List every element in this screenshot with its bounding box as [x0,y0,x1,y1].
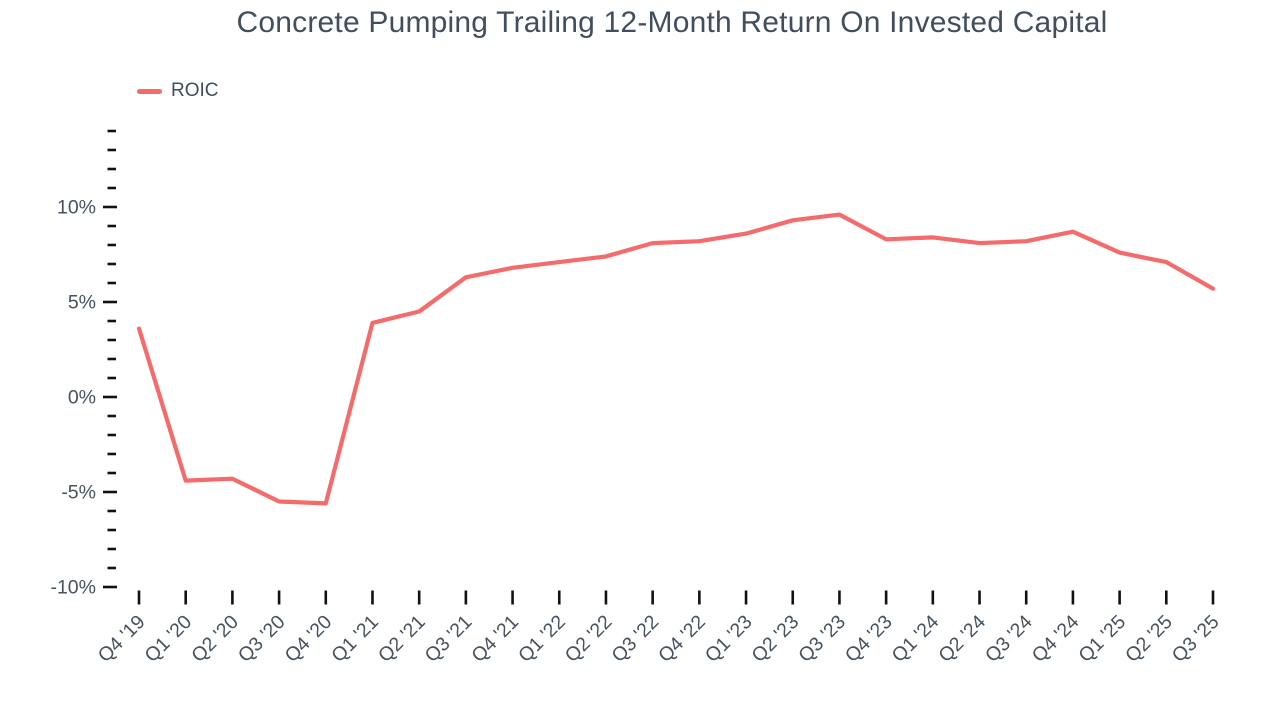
roic-line-series [136,212,1216,506]
x-axis-label: Q1 '25 [1074,611,1130,667]
x-axis-label: Q4 '23 [841,611,897,667]
y-axis-label: 10% [57,197,96,219]
x-axis-label: Q1 '23 [701,611,757,667]
x-axis-label: Q4 '20 [281,611,337,667]
y-axis-label: -10% [50,577,96,599]
chart-title: Concrete Pumping Trailing 12-Month Retur… [236,6,1108,39]
x-axis-label: Q2 '23 [748,611,804,667]
x-axis-label: Q3 '24 [981,611,1037,667]
legend: ROIC [137,80,219,102]
x-axis-label: Q2 '24 [934,611,990,667]
x-axis-label: Q4 '19 [94,611,150,667]
x-axis-label: Q4 '21 [467,611,523,667]
legend-label: ROIC [171,80,219,101]
x-axis-label: Q2 '25 [1121,611,1177,667]
y-axis-label: -5% [61,482,96,504]
x-axis-label: Q4 '24 [1028,611,1084,667]
x-axis-label: Q2 '21 [374,611,430,667]
y-axis-label: 5% [68,292,96,314]
x-axis-label: Q3 '23 [794,611,850,667]
x-axis-label: Q1 '24 [888,611,944,667]
x-axis-label: Q2 '20 [187,611,243,667]
legend-item-roic[interactable]: ROIC [137,80,219,102]
legend-line-swatch-icon [137,88,162,94]
x-axis-label: Q3 '25 [1168,611,1224,667]
x-axis-label: Q1 '22 [514,611,570,667]
x-axis-label: Q1 '21 [327,611,383,667]
x-axis-label: Q1 '20 [140,611,196,667]
x-axis-label: Q4 '22 [654,611,710,667]
x-axis-label: Q3 '21 [421,611,477,667]
y-axis-label: 0% [68,387,96,409]
x-axis-label: Q3 '22 [607,611,663,667]
x-axis-label: Q3 '20 [234,611,290,667]
x-axis-label: Q2 '22 [561,611,617,667]
